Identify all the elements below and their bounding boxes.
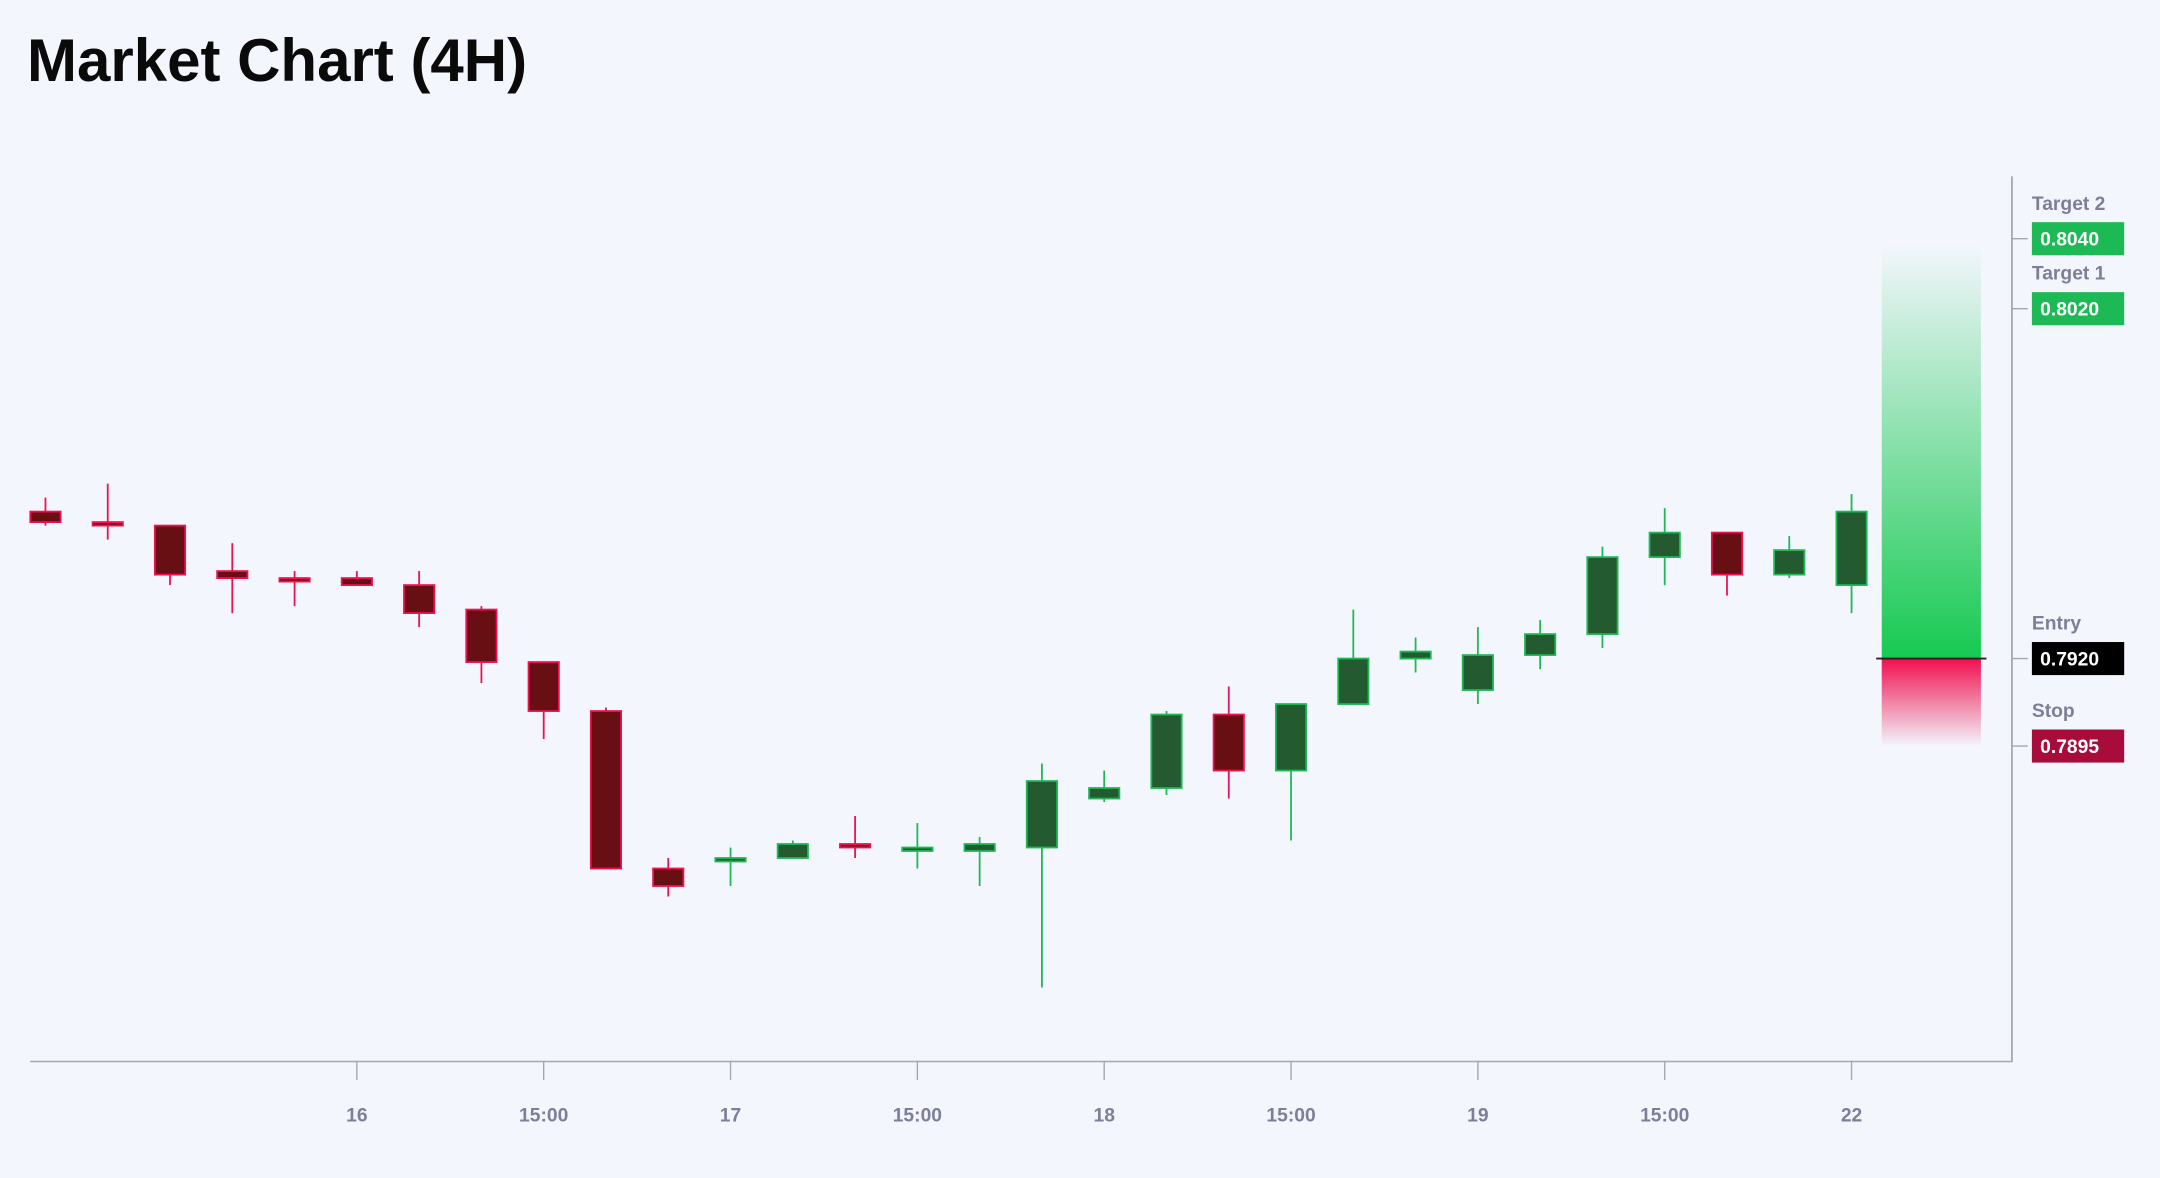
candle-body — [1274, 703, 1308, 772]
level-value-badge — [2031, 292, 2125, 326]
candle-body — [589, 710, 623, 870]
x-tick-label: 15:00 — [893, 1105, 942, 1126]
candle-body — [1150, 713, 1183, 789]
level-value: 0.7920 — [2040, 649, 2099, 670]
candle-body — [1710, 531, 1744, 576]
candle-body — [963, 843, 996, 852]
candle-body — [652, 867, 685, 887]
candle-body — [1088, 787, 1121, 800]
x-tick-label: 18 — [1093, 1105, 1115, 1126]
candle-body — [1524, 633, 1557, 656]
level-value: 0.8020 — [2040, 300, 2099, 321]
candles — [29, 483, 1868, 988]
x-tick-label: 15:00 — [1266, 1105, 1315, 1126]
candle-body — [1212, 713, 1245, 772]
level-value-badge — [2031, 222, 2125, 256]
candle-body — [1773, 549, 1806, 576]
candle-body — [1461, 654, 1494, 691]
level-name: Stop — [2032, 701, 2075, 722]
candle-body — [1025, 780, 1058, 849]
target-zone — [1881, 244, 1981, 659]
x-tick-label: 15:00 — [1640, 1105, 1689, 1126]
candle-body — [403, 584, 436, 614]
price-levels: Target 2 0.8040 Target 1 0.8020 Entry 0.7920 S… — [2011, 194, 2125, 763]
level-value: 0.7895 — [2040, 737, 2099, 758]
candle-body — [278, 577, 311, 583]
x-tick-label: 17 — [720, 1105, 741, 1126]
candle-body — [91, 521, 124, 527]
candle-body — [714, 857, 747, 863]
candle-body — [153, 524, 187, 576]
candle-body — [839, 843, 872, 849]
candle-body — [1648, 531, 1681, 558]
candle-body — [1399, 650, 1432, 660]
level-value-badge — [2031, 642, 2125, 676]
level-name: Target 2 — [2032, 194, 2106, 215]
x-tick-label: 16 — [346, 1105, 368, 1126]
stop-zone — [1881, 658, 1981, 747]
trade-zones — [1876, 244, 1987, 747]
chart-title: Market Chart (4H) — [27, 27, 528, 94]
candle-body — [465, 608, 498, 663]
level-value-badge — [2031, 729, 2125, 763]
candle-body — [1835, 510, 1868, 586]
level-name: Target 1 — [2032, 264, 2106, 285]
level-value: 0.8040 — [2040, 230, 2099, 251]
candle-body — [527, 661, 560, 712]
candle-body — [340, 577, 373, 586]
level-name: Entry — [2032, 614, 2082, 635]
candle-body — [216, 570, 249, 579]
candle-body — [1337, 657, 1370, 705]
x-tick-label: 19 — [1467, 1105, 1488, 1126]
candle-body — [776, 843, 809, 859]
candle-body — [29, 510, 62, 524]
x-axis-ticks: 16 15:00 17 15:00 18 15:00 19 15:00 22 — [346, 1060, 1862, 1126]
x-tick-label: 22 — [1841, 1105, 1862, 1126]
x-tick-label: 15:00 — [519, 1105, 568, 1126]
candle-body — [1586, 556, 1619, 635]
candle-body — [901, 846, 934, 852]
